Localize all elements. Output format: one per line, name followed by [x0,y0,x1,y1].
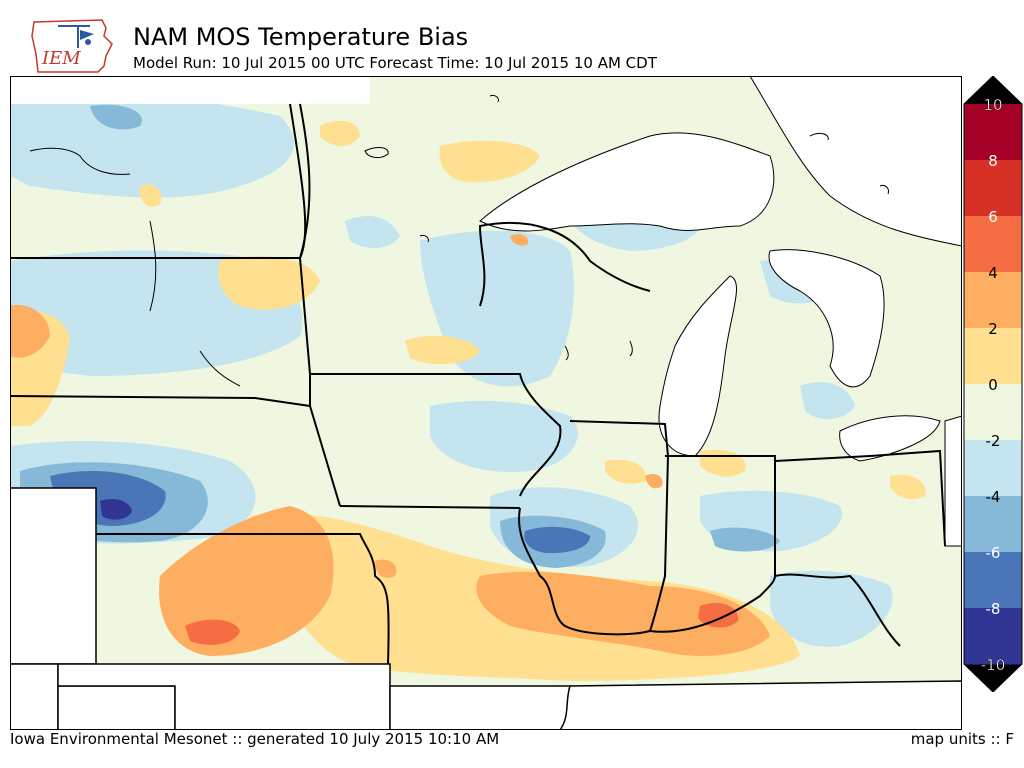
footer-units: map units :: F [910,730,1014,748]
map-title: NAM MOS Temperature Bias [133,23,469,51]
colorbar-segment [964,328,1022,385]
colorbar-tick-label: -10 [981,656,1006,674]
map-subtitle: Model Run: 10 Jul 2015 00 UTC Forecast T… [133,54,657,72]
colorbar-segment [964,608,1022,665]
lake-superior [479,132,775,232]
colorbar-tick-label: 0 [988,376,998,394]
colorbar-segment [964,160,1022,217]
colorbar-segment [964,216,1022,273]
lake-erie [839,415,941,462]
footer-credit: Iowa Environmental Mesonet :: generated … [10,730,500,748]
colorbar-segment [964,272,1022,329]
coastlines [29,95,889,387]
colorbar-under-arrow [964,664,1022,692]
great-lakes [479,132,941,462]
colorbar-tick-label: -4 [986,488,1001,506]
bias-region-pos4 [185,602,739,645]
canada-region-nw [10,76,370,104]
colorbar-frame [963,76,1023,692]
colorbar-segment [964,496,1022,553]
colorbar-over-arrow [964,76,1022,104]
wind-vane-icon [80,30,94,40]
lake-michigan [658,275,737,457]
colorbar-tick-label: -2 [986,432,1001,450]
ontario-east [944,415,962,547]
temperature-bias-map [10,76,962,730]
lake-huron [768,249,885,388]
colorbar: 10 8 6 4 2 0 -2 -4 -6 -8 -10 [963,76,1023,692]
colorbar-segment [964,440,1022,497]
logo-text: IEM [41,48,81,69]
colorbar-tick-label: -6 [986,544,1001,562]
colorbar-segment [964,104,1022,161]
bias-region-neg8 [100,499,132,520]
map-frame [10,76,962,730]
no-data-region [10,487,962,730]
canada-region [749,76,962,247]
iowa-outline-icon [31,19,113,73]
iem-logo: IEM [31,19,113,73]
colorbar-segment [964,552,1022,609]
colorbar-tick-label: -8 [986,600,1001,618]
colorbar-tick-label: 6 [988,208,998,226]
colorbar-tick-label: 4 [988,264,998,282]
colorbar-tick-label: 2 [988,320,998,338]
colorbar-segment [964,384,1022,441]
colorbar-tick-label: 10 [983,96,1002,114]
colorbar-tick-label: 8 [988,152,998,170]
state-boundaries [10,103,946,665]
